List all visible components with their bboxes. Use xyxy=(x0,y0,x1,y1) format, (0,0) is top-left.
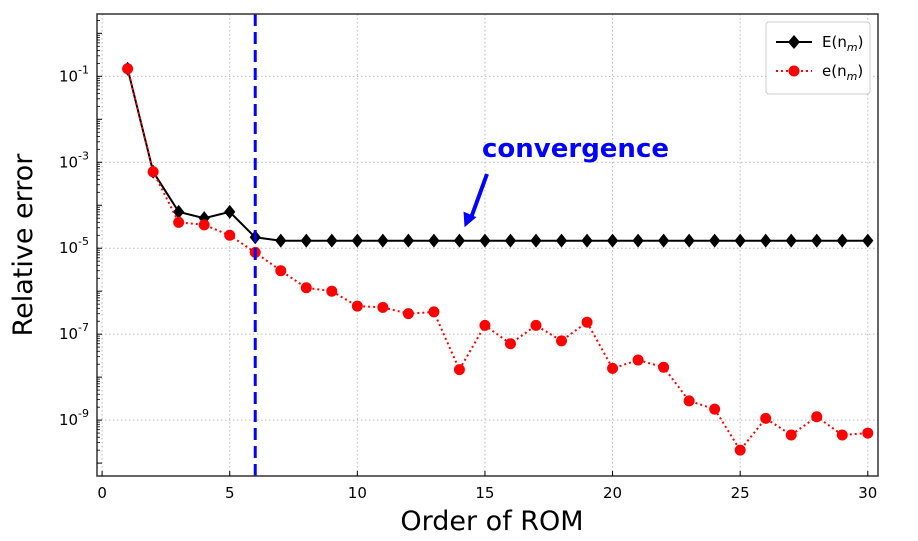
E-marker xyxy=(428,233,440,248)
y-axis-title: Relative error xyxy=(8,153,39,337)
e-marker xyxy=(632,354,644,366)
e-marker xyxy=(402,308,414,320)
plot-frame xyxy=(96,13,879,477)
e-marker xyxy=(173,216,185,228)
legend-box xyxy=(765,21,871,95)
legend-label: e(nm) xyxy=(822,62,863,83)
E-marker xyxy=(504,233,517,248)
legend: E(nm) e(nm) xyxy=(765,21,871,95)
E-marker xyxy=(326,233,338,248)
E-marker xyxy=(377,233,389,248)
y-tick-label: 10-3 xyxy=(59,149,89,171)
annotation-text: convergence xyxy=(482,134,669,164)
e-marker xyxy=(300,282,312,294)
legend-label: E(nm) xyxy=(822,33,863,54)
e-marker xyxy=(683,395,695,407)
E-marker xyxy=(811,233,823,248)
plot-background xyxy=(97,14,878,476)
E-marker xyxy=(453,233,466,248)
E-marker xyxy=(785,233,797,248)
x-tick-label: 20 xyxy=(603,484,622,502)
e-marker xyxy=(428,306,440,318)
y-tick-label: 10-7 xyxy=(59,321,89,343)
y-tick-label: 10-9 xyxy=(59,407,89,429)
x-tick-label: 10 xyxy=(348,484,367,502)
e-marker xyxy=(504,338,516,350)
e-marker xyxy=(122,63,134,75)
E-marker xyxy=(632,233,644,248)
E-marker xyxy=(760,233,772,248)
e-marker xyxy=(658,361,670,373)
E-marker xyxy=(734,233,746,248)
x-axis-title: Order of ROM xyxy=(400,506,583,537)
E-marker xyxy=(275,233,287,248)
x-tick-label: 0 xyxy=(97,484,107,502)
e-marker xyxy=(836,429,848,441)
axis-ticks: 0 5 10 15 20 25 30 10-1 10-3 10-5 10-7 10-9 xyxy=(59,20,877,502)
E-marker xyxy=(836,233,848,248)
e-marker xyxy=(760,412,772,424)
series-layer xyxy=(122,14,874,476)
legend-marker-circle xyxy=(788,65,800,77)
E-marker xyxy=(479,233,491,248)
e-marker xyxy=(198,219,210,231)
annotation-arrow-head xyxy=(463,211,477,228)
x-tick-label: 15 xyxy=(475,484,494,502)
E-marker xyxy=(683,233,695,248)
e-marker xyxy=(351,300,363,312)
E-marker xyxy=(709,233,721,248)
e-marker xyxy=(734,444,746,456)
legend-marker-diamond xyxy=(788,35,800,49)
e-marker xyxy=(275,265,287,277)
x-tick-label: 25 xyxy=(731,484,750,502)
E-marker xyxy=(530,233,542,248)
e-marker xyxy=(556,335,568,347)
E-marker xyxy=(351,233,363,248)
E-marker xyxy=(606,233,619,248)
e-marker xyxy=(709,403,721,415)
e-marker xyxy=(453,364,465,376)
e-marker xyxy=(862,427,874,439)
annotation-arrow-shaft xyxy=(468,173,489,220)
y-tick-label: 10-5 xyxy=(59,235,89,257)
E-marker xyxy=(555,233,568,248)
E-marker xyxy=(402,233,414,248)
E-marker xyxy=(300,233,312,248)
E-marker xyxy=(224,204,236,219)
e-marker xyxy=(607,362,619,374)
e-marker xyxy=(479,319,491,331)
e-marker xyxy=(147,166,159,178)
x-tick-label: 30 xyxy=(858,484,877,502)
E-marker xyxy=(658,233,670,248)
e-marker xyxy=(811,411,823,423)
e-marker xyxy=(530,319,542,331)
x-tick-label: 5 xyxy=(225,484,235,502)
E-marker xyxy=(862,233,874,248)
e-marker xyxy=(326,285,338,297)
e-marker xyxy=(224,229,236,241)
e-marker xyxy=(581,316,593,328)
e-marker xyxy=(377,301,389,313)
y-tick-label: 10-1 xyxy=(59,63,89,85)
E-marker xyxy=(581,233,593,248)
convergence-annotation: convergence xyxy=(463,134,669,228)
e-marker xyxy=(785,429,797,441)
